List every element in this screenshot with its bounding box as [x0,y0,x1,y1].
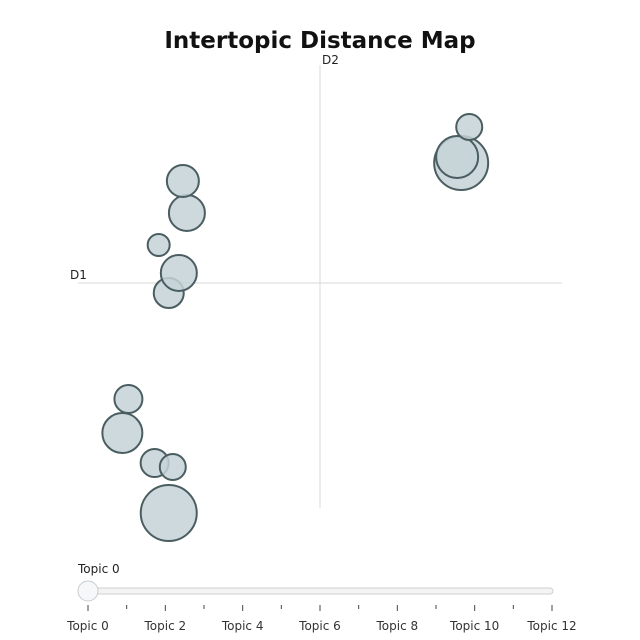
slider-tick-label: Topic 8 [376,619,419,633]
slider-tick-label: Topic 12 [526,619,576,633]
topic-bubble[interactable] [146,233,171,257]
d2-axis-label: D2 [322,53,339,67]
slider-tick-label: Topic 2 [144,619,187,633]
slider-current-label: Topic 0 [77,562,120,576]
slider-track[interactable] [87,587,554,595]
topic-bubble[interactable] [455,113,484,141]
slider-tick-label: Topic 4 [221,619,264,633]
topic-bubble[interactable] [113,384,144,414]
topic-bubble[interactable] [139,484,198,542]
d1-axis-label: D1 [70,268,87,282]
topic-bubble[interactable] [159,254,198,292]
slider-tick-label: Topic 6 [298,619,341,633]
slider-tick-label: Topic 0 [66,619,109,633]
topic-bubble[interactable] [435,135,480,179]
slider-ticks: Topic 0 Topic 2 Topic 4 Topic 6 Topic 8 Topic… [66,605,577,633]
topic-markers [101,113,490,542]
slider-handle[interactable] [77,580,99,602]
chart-title: Intertopic Distance Map [164,28,475,54]
topic-bubble[interactable] [158,453,187,481]
topic-bubble[interactable] [165,164,200,198]
topic-bubble[interactable] [101,412,144,454]
topic-bubble[interactable] [167,194,206,232]
slider-tick-label: Topic 10 [449,619,499,633]
